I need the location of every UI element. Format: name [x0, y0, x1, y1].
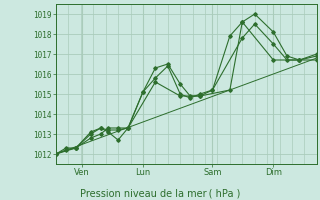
Text: Pression niveau de la mer ( hPa ): Pression niveau de la mer ( hPa ) [80, 188, 240, 198]
